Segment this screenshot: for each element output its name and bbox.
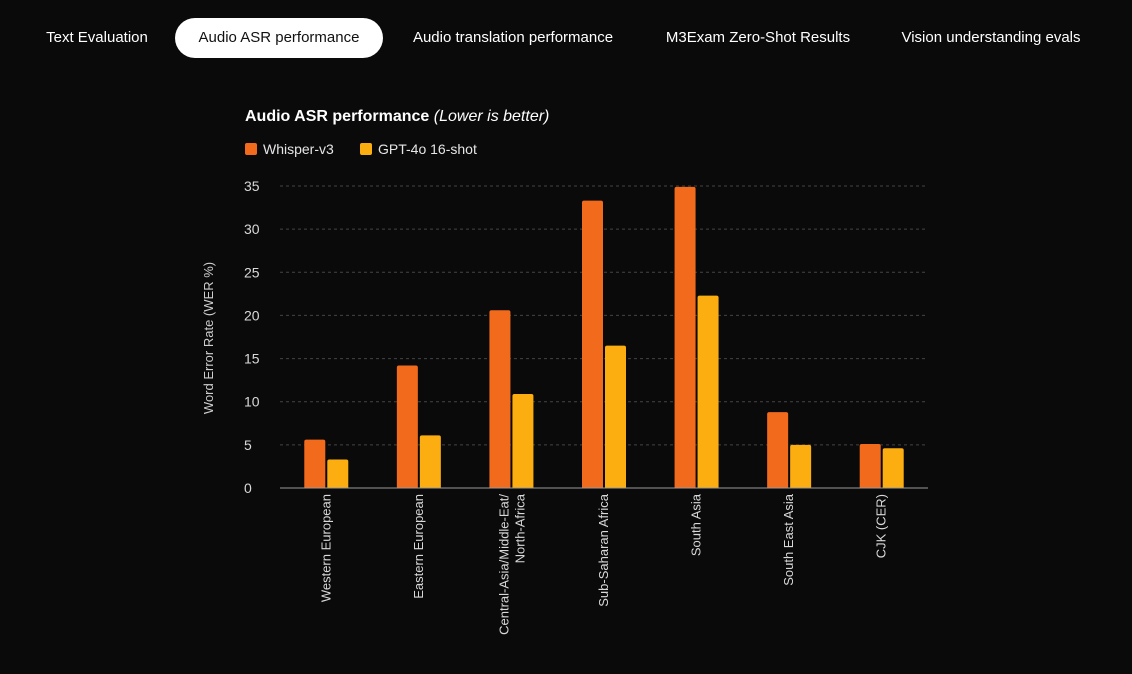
tab-text-evaluation[interactable]: Text Evaluation	[46, 29, 148, 46]
y-axis-ticks: 0 5 10 15 20 25 30 35	[244, 178, 260, 496]
bar-gpt4o	[512, 393, 534, 488]
bar-gpt4o	[790, 444, 812, 488]
x-category-label: South Asia	[689, 493, 704, 556]
tab-audio-asr-performance[interactable]: Audio ASR performance	[175, 18, 383, 58]
legend-item-whisper: Whisper-v3	[245, 140, 334, 158]
bar-gpt4o	[419, 435, 441, 488]
bar-whisper	[767, 412, 789, 488]
x-category-label-line: Eastern European	[411, 494, 426, 599]
bars	[304, 186, 904, 488]
y-tick-label: 0	[244, 480, 252, 496]
x-category-label-line: Sub-Saharan Africa	[596, 493, 611, 607]
tab-audio-translation-performance[interactable]: Audio translation performance	[412, 29, 614, 46]
x-category-label-line: North-Africa	[512, 493, 527, 563]
bar-whisper	[859, 443, 881, 488]
tab-vision-understanding-evals[interactable]: Vision understanding evals	[901, 29, 1081, 46]
bar-gpt4o	[605, 345, 626, 488]
chart-title: Audio ASR performance (Lower is better)	[245, 108, 549, 126]
y-tick-label: 10	[244, 394, 260, 410]
x-category-label: South East Asia	[781, 493, 796, 586]
x-category-label-line: South East Asia	[781, 493, 796, 586]
legend-item-gpt4o: GPT-4o 16-shot	[360, 140, 477, 158]
bar-gpt4o	[697, 295, 719, 488]
x-category-label: Sub-Saharan Africa	[596, 493, 611, 607]
x-category-label-line: South Asia	[689, 493, 704, 556]
x-axis-labels: Western European Eastern European Central-…	[318, 493, 888, 635]
legend-label-gpt4o: GPT-4o 16-shot	[378, 141, 477, 157]
y-tick-label: 25	[244, 264, 260, 280]
bar-whisper	[674, 186, 696, 488]
chart-title-text: Audio ASR performance	[245, 108, 430, 125]
chart-title-note: (Lower is better)	[433, 108, 550, 125]
bar-gpt4o	[327, 459, 349, 488]
y-tick-label: 30	[244, 221, 260, 237]
y-axis-title: Word Error Rate (WER %)	[201, 262, 216, 414]
x-category-label-line: Western European	[318, 494, 333, 602]
bar-whisper	[489, 310, 511, 488]
x-category-label-line: Central-Asia/Middle-Eat/	[496, 494, 511, 635]
x-category-label: CJK (CER)	[874, 494, 889, 558]
y-tick-label: 5	[244, 437, 252, 453]
tab-m3exam-zero-shot-results[interactable]: M3Exam Zero-Shot Results	[665, 29, 851, 46]
legend-swatch-whisper	[245, 143, 257, 155]
gridlines	[280, 185, 928, 446]
x-category-label: Central-Asia/Middle-Eat/North-Africa	[496, 493, 527, 635]
x-category-label: Eastern European	[411, 494, 426, 599]
y-tick-label: 15	[244, 351, 260, 367]
tab-bar: Text Evaluation Audio ASR performance Au…	[0, 18, 1132, 58]
legend-label-whisper: Whisper-v3	[263, 141, 334, 157]
y-tick-label: 20	[244, 307, 260, 323]
bar-whisper	[582, 200, 603, 488]
x-category-label-line: CJK (CER)	[874, 494, 889, 558]
bar-gpt4o	[882, 448, 904, 488]
x-category-label: Western European	[318, 494, 333, 602]
y-tick-label: 35	[244, 178, 260, 194]
bar-whisper	[304, 439, 326, 488]
legend-swatch-gpt4o	[360, 143, 372, 155]
bar-whisper	[396, 365, 418, 488]
